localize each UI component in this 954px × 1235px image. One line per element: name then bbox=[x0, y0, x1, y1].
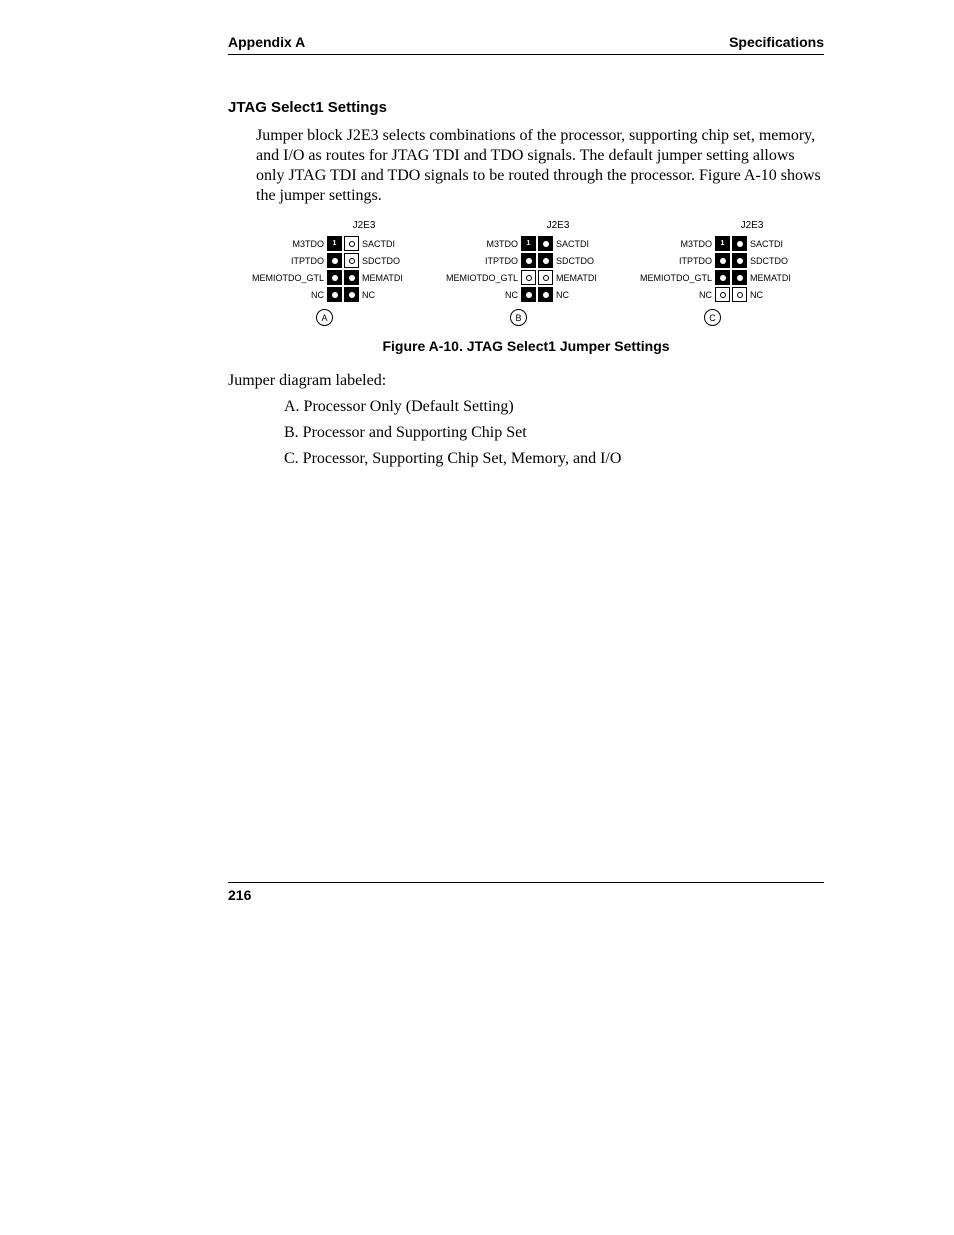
jumper-pin bbox=[538, 270, 553, 285]
jumper-pin bbox=[732, 253, 747, 268]
jumper-pin bbox=[732, 236, 747, 251]
jumper-pin bbox=[344, 287, 359, 302]
page-number: 216 bbox=[228, 887, 251, 903]
pin-label-right: MEMATDI bbox=[359, 273, 412, 283]
jumper-block: J2E3 M3TDO1 SACTDI ITPTDO SDCTDO MEMIOTDO_GTL… bbox=[446, 220, 606, 326]
pin-label-left: M3TDO bbox=[446, 239, 521, 249]
pin-label-left: MEMIOTDO_GTL bbox=[640, 273, 715, 283]
jumper-pin bbox=[732, 270, 747, 285]
pin-label-left: MEMIOTDO_GTL bbox=[446, 273, 521, 283]
legend-item: C. Processor, Supporting Chip Set, Memor… bbox=[284, 450, 824, 468]
jumper-row: ITPTDO SDCTDO bbox=[252, 252, 412, 269]
jumper-row: ITPTDO SDCTDO bbox=[640, 252, 800, 269]
jumper-pin: 1 bbox=[715, 236, 730, 251]
jumper-pin bbox=[327, 253, 342, 268]
jumper-pin bbox=[521, 253, 536, 268]
pin-label-right: NC bbox=[747, 290, 800, 300]
pin-label-left: M3TDO bbox=[252, 239, 327, 249]
block-letter: A bbox=[316, 309, 333, 326]
jumper-row: M3TDO1 SACTDI bbox=[446, 235, 606, 252]
jumper-pin bbox=[538, 236, 553, 251]
pin-label-left: NC bbox=[446, 290, 521, 300]
pin-label-right: SACTDI bbox=[359, 239, 412, 249]
jumper-block: J2E3 M3TDO1 SACTDI ITPTDO SDCTDO MEMIOTDO_GTL… bbox=[252, 220, 412, 326]
jumper-pin bbox=[327, 270, 342, 285]
figure-caption: Figure A-10. JTAG Select1 Jumper Setting… bbox=[228, 338, 824, 354]
jumper-pin bbox=[344, 253, 359, 268]
pin-label-left: NC bbox=[640, 290, 715, 300]
jumper-row: NC NC bbox=[252, 286, 412, 303]
jumper-row: NC NC bbox=[640, 286, 800, 303]
jumper-pin bbox=[538, 253, 553, 268]
pin-label-right: MEMATDI bbox=[747, 273, 800, 283]
pin-label-left: ITPTDO bbox=[640, 256, 715, 266]
header-left: Appendix A bbox=[228, 34, 305, 50]
jumper-pin bbox=[521, 287, 536, 302]
legend-item: A. Processor Only (Default Setting) bbox=[284, 398, 824, 416]
jumper-block-label: J2E3 bbox=[446, 220, 606, 231]
jumper-pin: 1 bbox=[327, 236, 342, 251]
jumper-pin bbox=[715, 270, 730, 285]
jumper-pin bbox=[715, 287, 730, 302]
jumper-pin bbox=[732, 287, 747, 302]
jumper-row: ITPTDO SDCTDO bbox=[446, 252, 606, 269]
jumper-pin bbox=[538, 287, 553, 302]
pin-label-right: SACTDI bbox=[747, 239, 800, 249]
jumper-block: J2E3 M3TDO1 SACTDI ITPTDO SDCTDO MEMIOTDO_GTL… bbox=[640, 220, 800, 326]
pin-label-left: MEMIOTDO_GTL bbox=[252, 273, 327, 283]
jumper-block-label: J2E3 bbox=[252, 220, 412, 231]
page-footer: 216 bbox=[228, 882, 824, 905]
jumper-pin bbox=[715, 253, 730, 268]
pin-label-right: SDCTDO bbox=[747, 256, 800, 266]
pin-label-right: SACTDI bbox=[553, 239, 606, 249]
legend-item: B. Processor and Supporting Chip Set bbox=[284, 424, 824, 442]
footer-rule: 216 bbox=[228, 882, 824, 905]
jumper-pin bbox=[327, 287, 342, 302]
legend-list: A. Processor Only (Default Setting) B. Pr… bbox=[284, 398, 824, 468]
pin-label-right: NC bbox=[359, 290, 412, 300]
jumper-pin bbox=[344, 236, 359, 251]
pin-label-left: M3TDO bbox=[640, 239, 715, 249]
intro-paragraph: Jumper block J2E3 selects combinations o… bbox=[256, 126, 824, 206]
jumper-pin bbox=[521, 270, 536, 285]
page: Appendix A Specifications JTAG Select1 S… bbox=[0, 0, 954, 1235]
pin-label-left: ITPTDO bbox=[252, 256, 327, 266]
pin-label-left: ITPTDO bbox=[446, 256, 521, 266]
running-header: Appendix A Specifications bbox=[228, 34, 824, 55]
list-intro: Jumper diagram labeled: bbox=[228, 372, 824, 390]
pin-label-right: SDCTDO bbox=[359, 256, 412, 266]
pin-label-right: MEMATDI bbox=[553, 273, 606, 283]
block-letter: C bbox=[704, 309, 721, 326]
jumper-row: NC NC bbox=[446, 286, 606, 303]
section-heading: JTAG Select1 Settings bbox=[228, 99, 824, 116]
jumper-row: M3TDO1 SACTDI bbox=[252, 235, 412, 252]
jumper-row: MEMIOTDO_GTL MEMATDI bbox=[252, 269, 412, 286]
jumper-row: M3TDO1 SACTDI bbox=[640, 235, 800, 252]
pin-label-right: SDCTDO bbox=[553, 256, 606, 266]
header-right: Specifications bbox=[729, 34, 824, 50]
jumper-pin bbox=[344, 270, 359, 285]
jumper-block-label: J2E3 bbox=[640, 220, 800, 231]
pin-label-left: NC bbox=[252, 290, 327, 300]
block-letter: B bbox=[510, 309, 527, 326]
figure-a10: J2E3M3TDO1SACTDIITPTDOSDCTDOMEMIOTDO_GTL… bbox=[228, 220, 824, 326]
jumper-row: MEMIOTDO_GTL MEMATDI bbox=[446, 269, 606, 286]
pin-label-right: NC bbox=[553, 290, 606, 300]
jumper-pin: 1 bbox=[521, 236, 536, 251]
jumper-row: MEMIOTDO_GTL MEMATDI bbox=[640, 269, 800, 286]
